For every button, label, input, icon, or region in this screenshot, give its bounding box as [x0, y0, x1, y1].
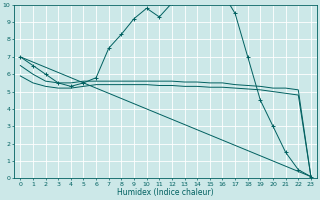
X-axis label: Humidex (Indice chaleur): Humidex (Indice chaleur) — [117, 188, 214, 197]
